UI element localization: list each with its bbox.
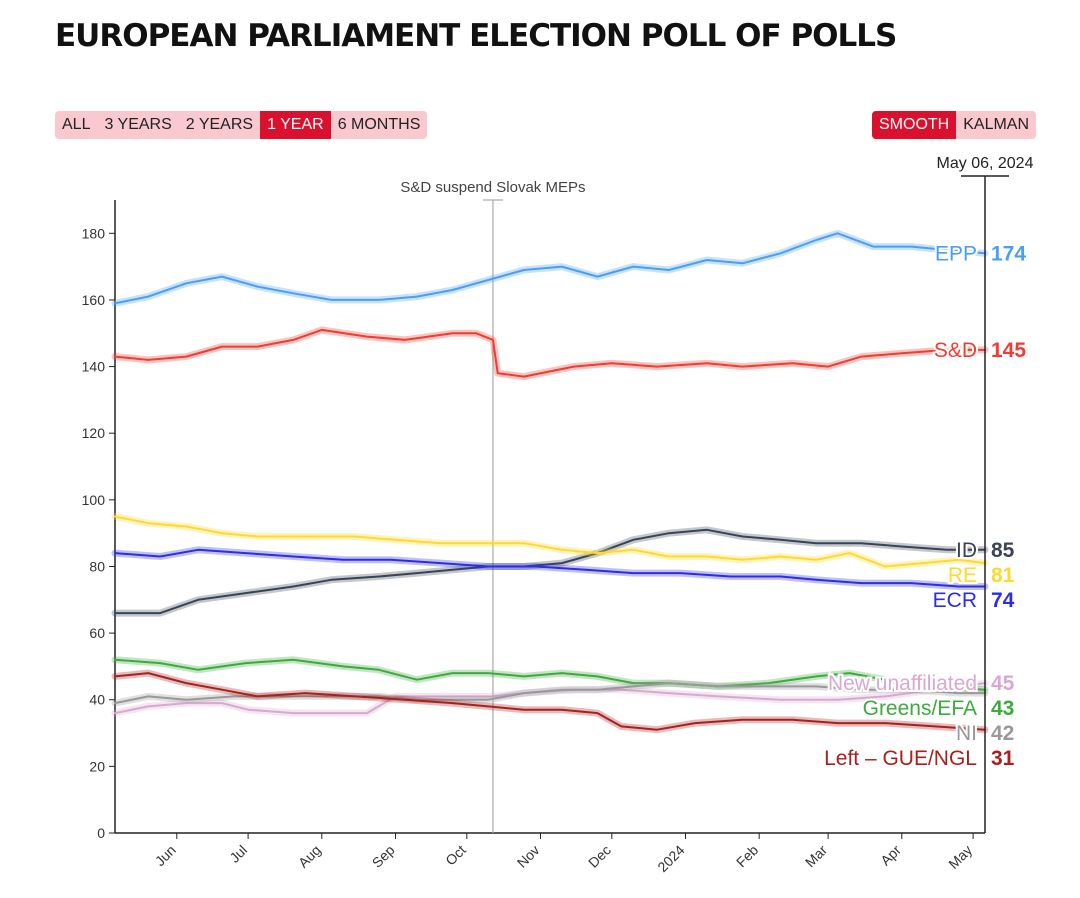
series-line-ecr: [114, 548, 986, 588]
y-tick-label: 100: [82, 492, 106, 508]
x-tick-label: Sep: [369, 842, 398, 871]
series-name-label-greens-efa: Greens/EFA: [863, 697, 977, 720]
smoothing-mode-selector: SMOOTH KALMAN: [872, 111, 1037, 139]
range-3-years-button[interactable]: 3 YEARS: [104, 116, 172, 133]
x-tick-label: Aug: [295, 842, 324, 871]
current-date-group: May 06, 2024: [937, 155, 1034, 833]
series-value-label-epp: 174: [991, 242, 1026, 265]
y-tick-label: 80: [89, 558, 105, 574]
series-line-left-gue-ngl: [114, 672, 986, 731]
series-value-label-left-gue-ngl: 31: [991, 747, 1015, 770]
x-tick-label: Oct: [442, 842, 469, 869]
x-tick-label: 2024: [654, 842, 687, 875]
x-tick-label: Jul: [226, 842, 250, 866]
chart-title: EUROPEAN PARLIAMENT ELECTION POLL OF POL…: [55, 18, 897, 54]
axes: 0 20 40 60 80 100 120 140 160 180 Jun Jul Aug Sep Oct N…: [82, 200, 985, 875]
x-tick-label: Dec: [585, 842, 614, 871]
x-tick-label: Mar: [802, 842, 831, 871]
series-name-label-epp: EPP: [935, 242, 977, 265]
series-band-s-d: [111, 326, 989, 381]
series-value-label-ni: 42: [991, 722, 1014, 745]
series-value-label-new-unaffiliated: 45: [991, 672, 1015, 695]
series-name-label-id: ID: [956, 539, 977, 562]
series-labels-group: EPP 174 S&D 145 ID 85 RE 81 ECR 74 New unaffiliate…: [822, 240, 1026, 772]
series-name-label-s-d: S&D: [934, 339, 977, 362]
series-value-label-greens-efa: 43: [991, 697, 1014, 720]
series-name-label-ecr: ECR: [933, 589, 977, 612]
series-name-label-ni: NI: [956, 722, 977, 745]
current-date-label: May 06, 2024: [937, 155, 1034, 172]
x-tick-label: Nov: [514, 842, 543, 871]
mode-smooth-button[interactable]: SMOOTH: [872, 111, 957, 139]
y-tick-label: 120: [82, 425, 106, 441]
series-line-re: [114, 515, 986, 568]
annotation-label: S&D suspend Slovak MEPs: [400, 179, 585, 196]
y-tick-label: 40: [89, 692, 105, 708]
range-all-button[interactable]: ALL: [62, 116, 91, 133]
range-1-year-button[interactable]: 1 YEAR: [260, 111, 331, 139]
mode-kalman-button[interactable]: KALMAN: [963, 116, 1030, 133]
series-group: [111, 229, 989, 734]
series-value-label-s-d: 145: [991, 339, 1026, 362]
y-tick-label: 60: [89, 625, 105, 641]
range-6-months-button[interactable]: 6 MONTHS: [337, 116, 421, 133]
series-line-epp: [114, 232, 986, 305]
series-line-s-d: [114, 328, 986, 378]
series-value-label-ecr: 74: [991, 589, 1015, 612]
series-line-id: [114, 528, 986, 615]
series-value-label-id: 85: [991, 539, 1015, 562]
x-tick-label: Jun: [152, 842, 179, 869]
x-tick-label: Apr: [877, 842, 904, 869]
y-tick-label: 160: [82, 292, 106, 308]
range-2-years-button[interactable]: 2 YEARS: [185, 116, 254, 133]
series-value-label-re: 81: [991, 564, 1015, 587]
x-tick-label: Feb: [733, 842, 762, 871]
y-tick-label: 180: [82, 225, 106, 241]
annotation-group: S&D suspend Slovak MEPs: [400, 179, 585, 833]
y-tick-label: 0: [97, 825, 105, 841]
series-line-new-unaffiliated: [114, 682, 986, 715]
x-tick-label: May: [945, 842, 975, 872]
series-name-label-re: RE: [948, 564, 977, 587]
time-range-selector: ALL 3 YEARS 2 YEARS 1 YEAR 6 MONTHS: [55, 111, 428, 139]
y-tick-label: 20: [89, 758, 105, 774]
series-name-label-left-gue-ngl: Left – GUE/NGL: [824, 747, 977, 770]
y-tick-label: 140: [82, 359, 106, 375]
series-name-label-new-unaffiliated: New unaffiliated: [828, 672, 977, 695]
series-line-greens-efa: [114, 658, 986, 691]
